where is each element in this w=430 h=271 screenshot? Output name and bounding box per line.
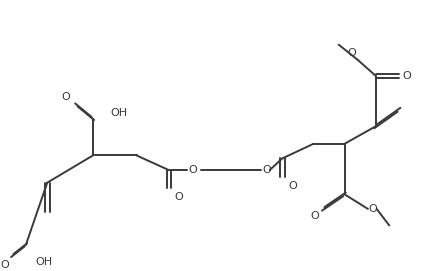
Text: O: O	[403, 71, 412, 81]
Text: O: O	[0, 260, 9, 270]
Text: O: O	[288, 181, 297, 191]
Text: O: O	[175, 192, 183, 202]
Text: O: O	[347, 48, 356, 58]
Text: O: O	[262, 165, 271, 175]
Text: O: O	[62, 92, 71, 102]
Text: OH: OH	[111, 108, 128, 118]
Text: O: O	[188, 165, 197, 175]
Text: OH: OH	[36, 257, 53, 266]
Text: O: O	[369, 204, 378, 214]
Text: O: O	[310, 211, 319, 221]
